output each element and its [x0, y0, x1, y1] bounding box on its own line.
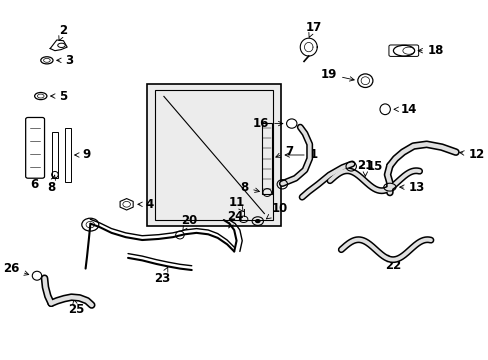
- Text: 1: 1: [285, 148, 317, 162]
- Circle shape: [254, 219, 260, 223]
- Text: 24: 24: [227, 210, 244, 228]
- Text: 16: 16: [252, 117, 282, 130]
- Text: 6: 6: [30, 178, 38, 191]
- Text: 14: 14: [393, 103, 416, 116]
- Text: 7: 7: [275, 145, 293, 158]
- Bar: [52, 132, 58, 178]
- Bar: [65, 128, 71, 182]
- Bar: [146, 84, 281, 226]
- Text: 8: 8: [47, 175, 55, 194]
- Text: 13: 13: [399, 181, 424, 194]
- Bar: [262, 123, 272, 194]
- Text: 23: 23: [154, 266, 170, 285]
- Text: 12: 12: [459, 148, 484, 161]
- Text: 3: 3: [57, 54, 73, 67]
- Bar: [155, 90, 272, 220]
- Text: 15: 15: [359, 160, 382, 173]
- Text: 5: 5: [50, 90, 67, 103]
- Text: 9: 9: [75, 148, 90, 162]
- Text: 20: 20: [181, 214, 197, 231]
- Text: 2: 2: [59, 24, 67, 41]
- Text: 22: 22: [385, 255, 401, 271]
- Text: 21: 21: [357, 159, 373, 176]
- Text: 4: 4: [138, 198, 153, 211]
- Text: 8: 8: [240, 181, 259, 194]
- Text: 11: 11: [228, 195, 244, 212]
- Text: 18: 18: [417, 44, 443, 57]
- Text: 25: 25: [68, 300, 84, 316]
- Text: 17: 17: [305, 21, 321, 37]
- Text: 26: 26: [2, 262, 29, 275]
- Text: 10: 10: [266, 202, 287, 219]
- Text: 19: 19: [320, 68, 353, 81]
